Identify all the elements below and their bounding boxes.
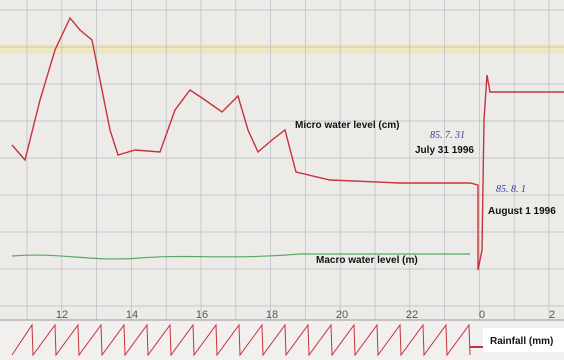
micro-label: Micro water level (cm): [295, 120, 399, 131]
hour-label: 0: [479, 309, 485, 321]
hour-label: 14: [126, 309, 138, 321]
hour-label: 20: [336, 309, 348, 321]
macro-label: Macro water level (m): [316, 255, 418, 266]
hour-label: 22: [406, 309, 418, 321]
stamp-date2: 85. 8. 1: [496, 184, 526, 195]
rainfall-label: Rainfall (mm): [490, 336, 553, 347]
date1-label: July 31 1996: [415, 145, 474, 156]
hour-label: 12: [56, 309, 68, 321]
stamp-date1: 85. 7. 31: [430, 130, 465, 141]
hour-label: 16: [196, 309, 208, 321]
date2-label: August 1 1996: [488, 206, 556, 217]
chart-scan: Micro water level (cm) 85. 7. 31 July 31…: [0, 0, 564, 360]
hour-label: 2: [549, 309, 555, 321]
hour-label: 18: [266, 309, 278, 321]
rain-strip: [0, 320, 564, 360]
